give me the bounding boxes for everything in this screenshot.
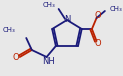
Text: CH₃: CH₃ [109, 6, 122, 12]
Text: NH: NH [42, 56, 55, 66]
Text: CH₃: CH₃ [42, 2, 55, 8]
Text: CH₃: CH₃ [2, 27, 15, 33]
Text: O: O [13, 54, 19, 62]
Text: O: O [94, 11, 101, 21]
Text: N: N [64, 16, 70, 24]
Text: O: O [94, 40, 101, 48]
